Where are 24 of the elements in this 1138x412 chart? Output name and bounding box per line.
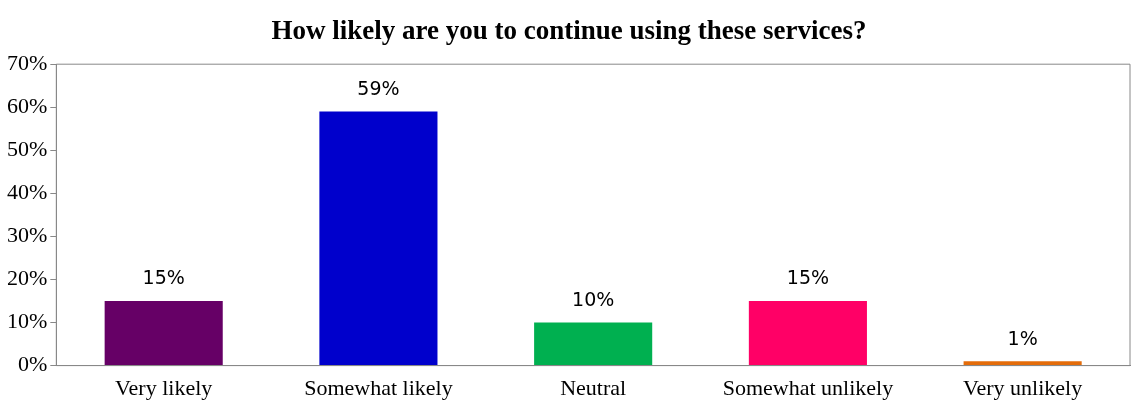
x-tick-label: Somewhat unlikely (722, 374, 894, 400)
bar (748, 301, 867, 366)
bar (534, 322, 653, 366)
y-tick-label: 20% (7, 265, 48, 291)
y-tick-label: 60% (7, 93, 48, 119)
bar (963, 361, 1082, 366)
data-label: 59% (357, 77, 400, 99)
y-tick-label: 70% (7, 49, 48, 75)
chart-title: How likely are you to continue using these services? (270, 14, 868, 47)
y-tick-label: 30% (7, 222, 48, 248)
data-label: 15% (142, 266, 185, 289)
y-tick-label: 40% (7, 179, 48, 205)
data-label: 15% (786, 266, 830, 289)
data-label: 1% (1007, 326, 1038, 349)
x-tick-label: Very unlikely (963, 374, 1083, 400)
bar (319, 111, 438, 366)
x-tick-label: Neutral (560, 374, 627, 400)
y-tick-label: 50% (7, 136, 48, 162)
x-tick-label: Very likely (115, 374, 213, 400)
y-tick-label: 10% (7, 308, 48, 334)
bar (104, 301, 223, 366)
data-label: 10% (572, 287, 615, 310)
y-tick-label: 0% (18, 351, 48, 377)
x-tick-label: Somewhat likely (304, 374, 453, 400)
